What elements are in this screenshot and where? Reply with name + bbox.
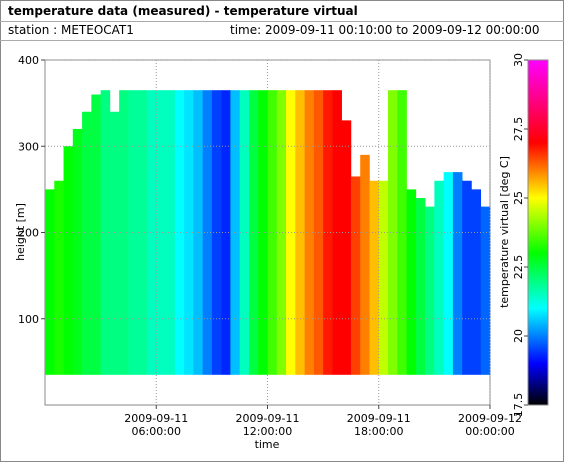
heatmap-column — [91, 94, 101, 375]
heatmap-column — [378, 180, 389, 375]
heatmap-column — [54, 180, 64, 375]
heatmap-column — [248, 90, 259, 375]
heatmap-column — [184, 90, 194, 375]
heatmap-column — [369, 180, 380, 375]
y-tick-label: 200 — [18, 227, 39, 240]
colorbar-tick-label: 22.5 — [512, 255, 525, 280]
x-axis-label: time — [255, 438, 280, 451]
heatmap-column — [45, 189, 55, 375]
heatmap-column — [443, 172, 454, 375]
colorbar-label: temperature virtual [deg C] — [498, 156, 511, 308]
x-tick-label: 2009-09-12 00:00:00 — [458, 412, 522, 438]
heatmap-column — [258, 90, 268, 375]
y-tick-label: 400 — [18, 54, 39, 67]
station: station : METEOCAT1 — [8, 23, 134, 37]
heatmap-column — [480, 206, 491, 375]
heatmap-column — [332, 90, 342, 375]
colorbar-tick-label: 20 — [512, 329, 525, 343]
heatmap-column — [276, 90, 287, 375]
heatmap-column — [128, 90, 139, 375]
x-tick-label: 2009-09-11 06:00:00 — [124, 412, 188, 438]
heatmap-column — [137, 90, 148, 375]
heatmap-column — [63, 146, 74, 375]
heatmap-column — [452, 172, 463, 375]
x-tick-label: 2009-09-11 18:00:00 — [347, 412, 411, 438]
chart-title: temperature data (measured) - temperatur… — [8, 4, 358, 18]
y-tick-label: 300 — [18, 140, 39, 153]
heatmap-column — [388, 90, 398, 375]
heatmap-column — [406, 189, 417, 375]
heatmap-column — [239, 90, 250, 375]
heatmap-column — [72, 129, 83, 375]
heatmap-column — [415, 198, 426, 375]
heatmap-column — [109, 111, 120, 375]
heatmap-column — [425, 206, 435, 375]
heatmap-column — [462, 180, 472, 375]
heatmap-column — [434, 180, 444, 375]
heatmap-column — [156, 90, 166, 375]
colorbar — [527, 59, 549, 406]
heatmap-column — [174, 90, 185, 375]
colorbar-tick-label: 27.5 — [512, 117, 525, 142]
x-tick-label: 2009-09-11 12:00:00 — [236, 412, 300, 438]
y-axis-label: height [m] — [14, 203, 27, 261]
colorbar-tick-label: 30 — [512, 53, 525, 67]
heatmap-column — [230, 90, 240, 375]
period: time: 2009-09-11 00:10:00 to 2009-09-12 … — [230, 23, 540, 37]
colorbar-tick-label: 17.5 — [512, 393, 525, 418]
colorbar-tick-label: 25 — [512, 191, 525, 205]
heatmap-column — [146, 90, 157, 375]
heatmap-column — [471, 189, 482, 375]
y-tick-label: 100 — [18, 313, 39, 326]
heatmap-column — [350, 176, 361, 375]
heatmap-column — [165, 90, 176, 375]
heatmap-column — [341, 120, 352, 375]
heatmap-column — [286, 90, 296, 375]
heatmap-column — [82, 111, 92, 375]
heatmap-column — [360, 154, 370, 375]
heatmap-column — [267, 90, 278, 375]
